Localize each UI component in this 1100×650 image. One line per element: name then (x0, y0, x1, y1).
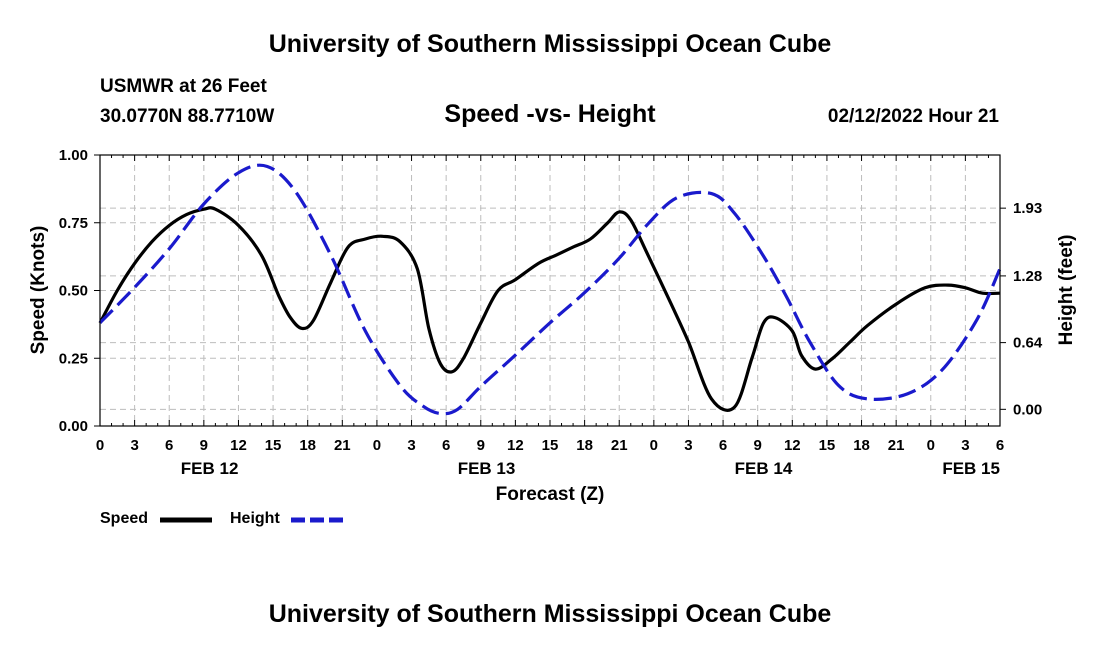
station-coordinates: 30.0770N 88.7710W (100, 106, 275, 127)
forecast-date: 02/12/2022 Hour 21 (827, 106, 999, 127)
y2-tick-label: 1.93 (1013, 200, 1042, 217)
axis-tick-labels: 0 3 6 9 12 15 18 21 0 3 6 9 12 15 18 21 0 3 6 9 12 15 18 21 0 3 6F… (59, 147, 1043, 478)
footer-title: University of Southern Mississippi Ocean… (268, 600, 832, 628)
legend-height-label: Height (230, 510, 280, 527)
x-tick-label: 18 (853, 437, 870, 454)
x-tick-label: 12 (784, 437, 801, 454)
x-tick-label: 15 (819, 437, 836, 454)
x-tick-label: 9 (200, 437, 208, 454)
x-tick-label: 9 (477, 437, 485, 454)
x-tick-label: 6 (996, 437, 1004, 454)
x-tick-label: 3 (407, 437, 415, 454)
x-tick-label: 6 (165, 437, 173, 454)
station-label: USMWR at 26 Feet (100, 76, 267, 97)
x-tick-label: 18 (576, 437, 593, 454)
x-tick-label: 0 (650, 437, 658, 454)
x-date-label: FEB 13 (458, 459, 516, 478)
series-layer (98, 163, 1002, 416)
x-tick-label: 6 (442, 437, 450, 454)
x-tick-label: 3 (130, 437, 138, 454)
y-axis-label: Speed (Knots) (28, 226, 49, 355)
x-tick-label: 0 (373, 437, 381, 454)
y2-tick-label: 1.28 (1013, 268, 1042, 285)
y2-tick-label: 0.00 (1013, 401, 1042, 418)
x-tick-label: 0 (96, 437, 104, 454)
x-tick-label: 6 (719, 437, 727, 454)
y2-axis-label: Height (feet) (1056, 235, 1077, 346)
x-tick-label: 0 (927, 437, 935, 454)
y-tick-label: 0.25 (59, 350, 88, 367)
y-tick-label: 0.50 (59, 283, 88, 300)
x-tick-label: 15 (265, 437, 282, 454)
chart-subtitle: Speed -vs- Height (444, 100, 656, 128)
x-tick-label: 3 (961, 437, 969, 454)
x-tick-label: 15 (542, 437, 559, 454)
x-tick-label: 12 (230, 437, 247, 454)
chart-title: University of Southern Mississippi Ocean… (268, 30, 832, 58)
x-tick-label: 21 (334, 437, 351, 454)
height-series-line (98, 163, 1002, 416)
chart-grid (100, 155, 1000, 426)
y-tick-label: 0.75 (59, 215, 88, 232)
speed-series-line (98, 206, 1001, 412)
x-tick-label: 21 (888, 437, 905, 454)
axis-ticks (94, 154, 1006, 427)
x-date-label: FEB 15 (942, 459, 1000, 478)
x-tick-label: 21 (611, 437, 628, 454)
x-tick-label: 18 (299, 437, 316, 454)
x-date-label: FEB 14 (735, 459, 793, 478)
x-tick-label: 9 (754, 437, 762, 454)
y-tick-label: 0.00 (59, 418, 88, 435)
x-tick-label: 12 (507, 437, 524, 454)
legend-speed-label: Speed (100, 510, 149, 527)
y2-tick-label: 0.64 (1013, 335, 1043, 352)
x-date-label: FEB 12 (181, 459, 239, 478)
y-tick-label: 1.00 (59, 147, 88, 164)
x-axis-label: Forecast (Z) (496, 484, 605, 505)
x-tick-label: 3 (684, 437, 692, 454)
